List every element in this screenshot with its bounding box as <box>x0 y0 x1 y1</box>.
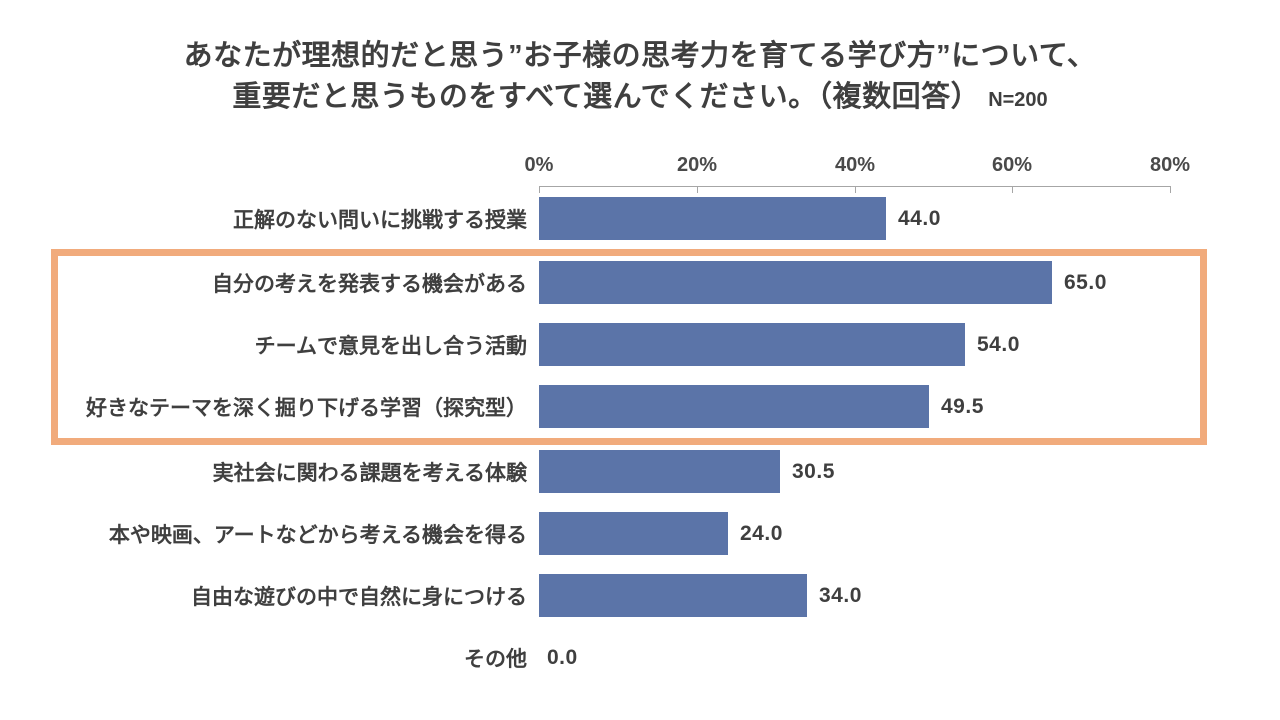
category-label: 好きなテーマを深く掘り下げる学習（探究型） <box>86 396 527 420</box>
chart-title-line1: あなたが理想的だと思う”お子様の思考力を育てる学び方”について、 <box>183 40 1097 72</box>
x-tick-mark <box>1170 186 1171 193</box>
x-tick-label: 0% <box>524 154 554 176</box>
bar <box>539 450 780 493</box>
value-label: 34.0 <box>819 583 862 607</box>
category-label: 実社会に関わる課題を考える体験 <box>212 461 527 485</box>
value-label: 30.5 <box>792 459 835 483</box>
x-tick-mark <box>1012 186 1013 193</box>
x-tick-mark <box>855 186 856 193</box>
x-axis-line <box>539 186 1170 187</box>
bar <box>539 574 807 617</box>
category-label: 本や映画、アートなどから考える機会を得る <box>108 523 527 547</box>
x-tick-label: 40% <box>834 154 876 176</box>
category-label: その他 <box>464 647 527 671</box>
x-tick-label: 80% <box>1149 154 1191 176</box>
value-label: 54.0 <box>977 332 1020 356</box>
value-label: 44.0 <box>898 206 941 230</box>
bar <box>539 197 886 240</box>
x-tick-mark <box>539 186 540 193</box>
category-label: 正解のない問いに挑戦する授業 <box>233 208 527 232</box>
category-label: チームで意見を出し合う活動 <box>254 334 527 358</box>
x-tick-mark <box>697 186 698 193</box>
bar <box>539 512 728 555</box>
chart-title: あなたが理想的だと思う”お子様の思考力を育てる学び方”について、 重要だと思うも… <box>0 36 1280 121</box>
x-tick-label: 60% <box>991 154 1033 176</box>
chart-title-line2-text: 重要だと思うものをすべて選んでください。（複数回答） <box>232 81 981 113</box>
bar <box>539 323 965 366</box>
category-label: 自由な遊びの中で自然に身につける <box>191 585 527 609</box>
bar <box>539 261 1052 304</box>
value-label: 24.0 <box>740 521 783 545</box>
category-label: 自分の考えを発表する機会がある <box>212 272 527 296</box>
value-label: 0.0 <box>547 645 578 669</box>
value-label: 49.5 <box>941 394 984 418</box>
sample-size-label: N=200 <box>988 89 1048 111</box>
x-tick-label: 20% <box>676 154 718 176</box>
value-label: 65.0 <box>1064 270 1107 294</box>
bar <box>539 385 929 428</box>
chart-title-line2: 重要だと思うものをすべて選んでください。（複数回答） N=200 <box>0 77 1280 121</box>
